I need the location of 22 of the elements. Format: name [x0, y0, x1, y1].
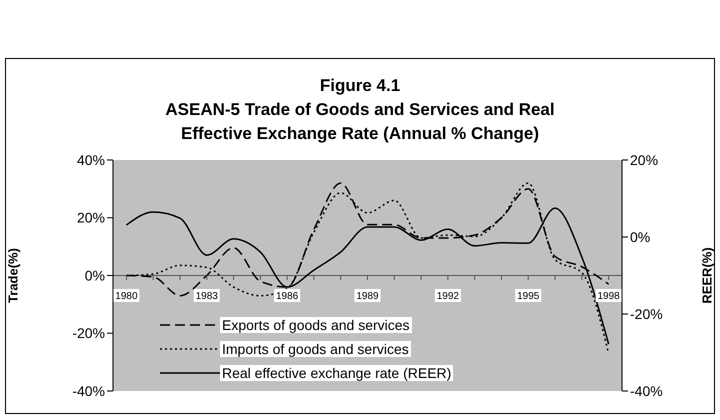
- y2-axis-title: REER(%): [700, 247, 715, 304]
- x-tick-label: 1986: [276, 291, 299, 302]
- x-tick-label: 1989: [356, 291, 380, 302]
- legend-label: Exports of goods and services: [220, 317, 412, 333]
- x-tick-label: 1995: [517, 291, 540, 302]
- y-tick-label: -40%: [72, 382, 105, 399]
- chart-title: Figure 4.1 ASEAN-5 Trade of Goods and Services and Real Effective Exchange Rate (Annual % Change): [164, 75, 556, 145]
- x-tick-label: 1998: [597, 291, 620, 302]
- legend-label: Imports of goods and services: [220, 341, 411, 357]
- x-tick-label: 1980: [115, 291, 138, 302]
- y-axis-title: Trade(%): [6, 248, 21, 303]
- y-tick-label: 0%: [84, 267, 105, 284]
- x-tick-label: 1983: [196, 291, 218, 302]
- legend-label: Real effective exchange rate (REER): [220, 365, 454, 381]
- x-tick-label: 1992: [436, 291, 460, 302]
- y2-tick-label: -20%: [630, 306, 663, 322]
- y2-tick-label: -40%: [630, 382, 663, 399]
- y-tick-label: 40%: [76, 152, 105, 168]
- y2-tick-label: 20%: [630, 152, 658, 168]
- y-tick-label: -20%: [72, 325, 105, 342]
- y2-tick-label: 0%: [630, 228, 650, 245]
- y-tick-label: 20%: [76, 210, 105, 226]
